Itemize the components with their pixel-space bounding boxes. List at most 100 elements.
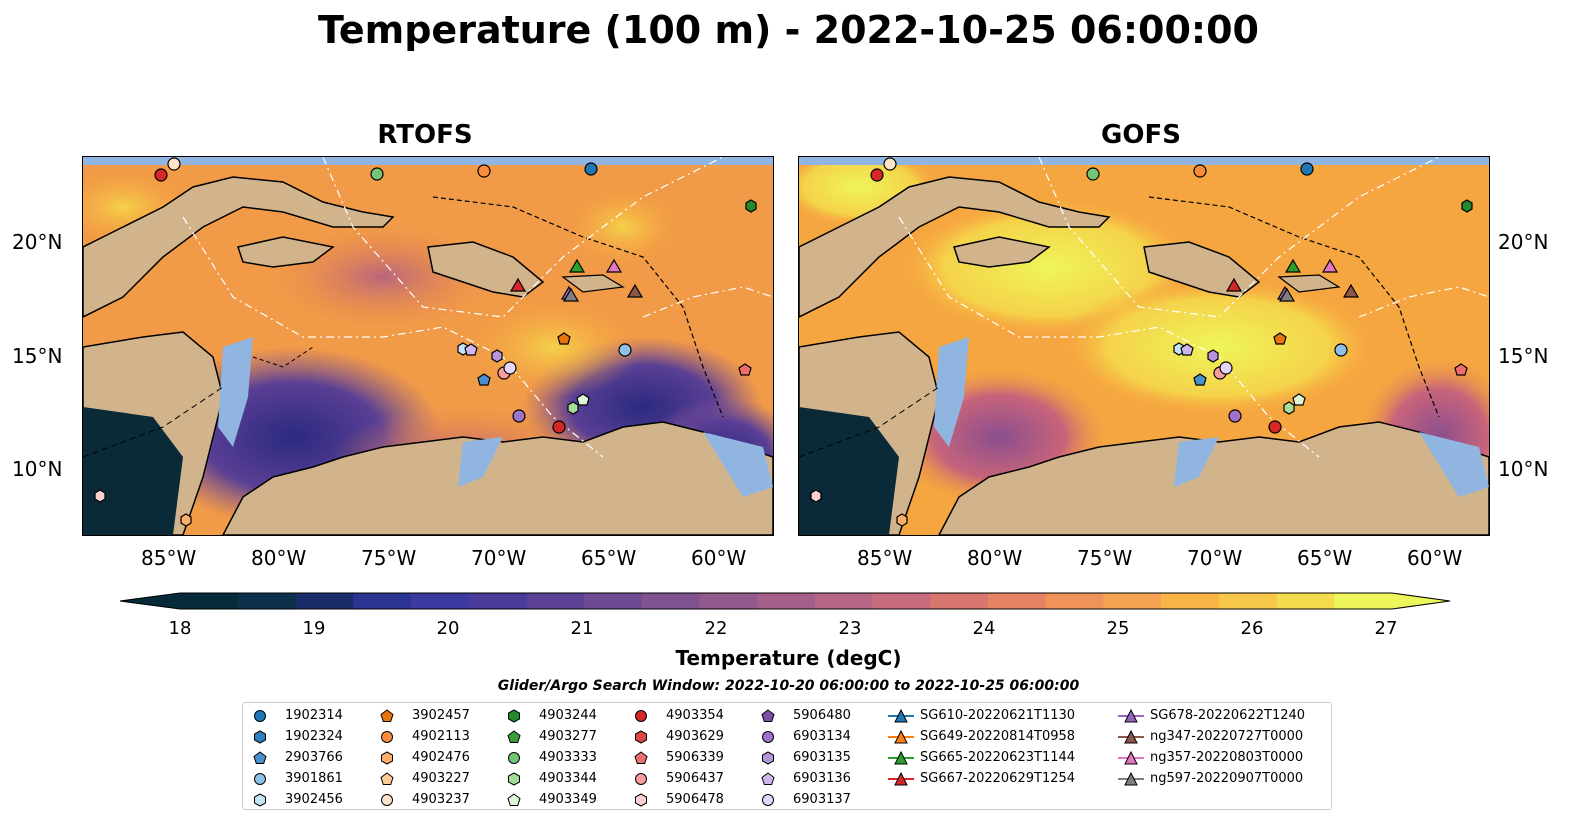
colorbar-extend-low (120, 593, 180, 609)
colorbar-tick-label: 20 (436, 618, 460, 639)
legend-item-label: 3901861 (285, 771, 343, 786)
hexagon-marker-icon (254, 729, 266, 744)
triangle-marker-icon (1118, 750, 1144, 764)
hexagon-marker-icon (254, 792, 266, 807)
legend-item: 5906478 (634, 789, 724, 810)
colorbar-segment (1276, 593, 1335, 609)
colorbar-segment (1045, 593, 1104, 609)
legend-item: 2903766 (253, 747, 343, 768)
pentagon-marker-icon (761, 708, 775, 722)
legend-item-label: 4903227 (412, 771, 470, 786)
colorbar-segment (1218, 593, 1278, 609)
hexagon-marker-icon (762, 750, 774, 765)
legend-item-label: 6903135 (793, 750, 851, 765)
hexagon-marker-icon (508, 708, 520, 723)
legend-item: ng597-20220907T0000 (1118, 768, 1305, 789)
colorbar-outline (120, 592, 1451, 610)
legend-column: SG678-20220622T1240 ng347-20220727T0000 ng… (1118, 705, 1305, 789)
pentagon-marker-icon (507, 792, 521, 806)
legend-column: SG610-20220621T1130 SG649-20220814T0958 SG… (888, 705, 1075, 789)
legend-item: 4903237 (380, 789, 470, 810)
colorbar-segment (353, 593, 412, 609)
circle-marker-icon (381, 793, 393, 806)
colorbar-tick-label: 27 (1374, 618, 1398, 639)
legend-item: 4903244 (507, 705, 597, 726)
pentagon-marker-icon (634, 750, 648, 764)
legend-item: 6903137 (761, 789, 851, 810)
legend-item-label: ng357-20220803T0000 (1150, 750, 1304, 765)
colorbar-tick-label: 24 (972, 618, 996, 639)
legend-item-label: 6903136 (793, 771, 851, 786)
circle-marker-icon (762, 730, 774, 743)
rtofs-lon-tick: 60°W (691, 546, 747, 570)
rtofs-lat-tick: 10°N (12, 457, 63, 481)
legend-item: 4903277 (507, 726, 597, 747)
legend-item-label: 5906437 (666, 771, 724, 786)
colorbar-segment (1334, 593, 1393, 609)
legend-item: SG610-20220621T1130 (888, 705, 1075, 726)
legend-item-label: 4903344 (539, 771, 597, 786)
rtofs-lon-tick: 75°W (361, 546, 417, 570)
legend-item-label: 5906339 (666, 750, 724, 765)
legend-item: ng357-20220803T0000 (1118, 747, 1305, 768)
colorbar-segment (410, 593, 470, 609)
pentagon-marker-icon (380, 771, 394, 785)
legend-item: 4903629 (634, 726, 724, 747)
legend-item-label: 4902113 (412, 729, 470, 744)
hexagon-marker-icon (381, 750, 393, 765)
legend-item: 5906437 (634, 768, 724, 789)
rtofs-lon-tick: 80°W (251, 546, 307, 570)
legend-item-label: 4903244 (539, 708, 597, 723)
colorbar-tick-label: 26 (1240, 618, 1264, 639)
gofs-lon-tick: 75°W (1077, 546, 1133, 570)
circle-marker-icon (508, 751, 520, 764)
hexagon-marker-icon (635, 729, 647, 744)
colorbar-tick-label: 19 (302, 618, 326, 639)
triangle-marker-icon (888, 750, 914, 764)
colorbar-segment (584, 593, 643, 609)
rtofs-lat-tick: 15°N (12, 344, 63, 368)
colorbar-segment (468, 593, 527, 609)
pentagon-marker-icon (253, 750, 267, 764)
legend-item-label: 6903137 (793, 792, 851, 807)
colorbar-title: Temperature (degC) (675, 646, 902, 670)
circle-marker-icon (381, 730, 393, 743)
pentagon-marker-icon (380, 708, 394, 722)
legend-item: 1902314 (253, 705, 343, 726)
legend-column: 1902314 1902324 2903766 3901861 3902456 (253, 705, 343, 810)
legend-item-label: ng347-20220727T0000 (1150, 729, 1304, 744)
colorbar-segment (180, 593, 239, 609)
legend-item-label: 5906480 (793, 708, 851, 723)
gofs-lon-tick: 80°W (967, 546, 1023, 570)
gofs-lon-tick: 65°W (1297, 546, 1353, 570)
triangle-marker-icon (888, 771, 914, 785)
circle-marker-icon (254, 772, 266, 785)
legend-item-label: 3902457 (412, 708, 470, 723)
legend-item: SG678-20220622T1240 (1118, 705, 1305, 726)
legend-item-label: SG610-20220621T1130 (920, 708, 1076, 723)
colorbar-segment (295, 593, 354, 609)
legend-item-label: 4903629 (666, 729, 724, 744)
gofs-map (798, 156, 1490, 536)
legend-item: SG665-20220623T1144 (888, 747, 1075, 768)
legend-item: 4903227 (380, 768, 470, 789)
triangle-marker-icon (1118, 729, 1144, 743)
legend-item-label: SG665-20220623T1144 (920, 750, 1076, 765)
gofs-panel-title: GOFS (1101, 120, 1181, 150)
legend-item-label: SG678-20220622T1240 (1150, 708, 1306, 723)
pentagon-marker-icon (507, 729, 521, 743)
legend-item: 3901861 (253, 768, 343, 789)
colorbar-segment (1161, 593, 1220, 609)
legend-item: 4903333 (507, 747, 597, 768)
legend-item-label: 4903277 (539, 729, 597, 744)
legend-item: 1902324 (253, 726, 343, 747)
legend-column: 3902457 4902113 4902476 4903227 4903237 (380, 705, 470, 810)
legend-item-label: 1902314 (285, 708, 343, 723)
legend-item-label: 1902324 (285, 729, 343, 744)
legend-item-label: 2903766 (285, 750, 343, 765)
legend-item-label: 6903134 (793, 729, 851, 744)
circle-marker-icon (635, 709, 647, 722)
colorbar-tick-label: 25 (1106, 618, 1130, 639)
legend-item-label: 5906478 (666, 792, 724, 807)
circle-marker-icon (635, 772, 647, 785)
